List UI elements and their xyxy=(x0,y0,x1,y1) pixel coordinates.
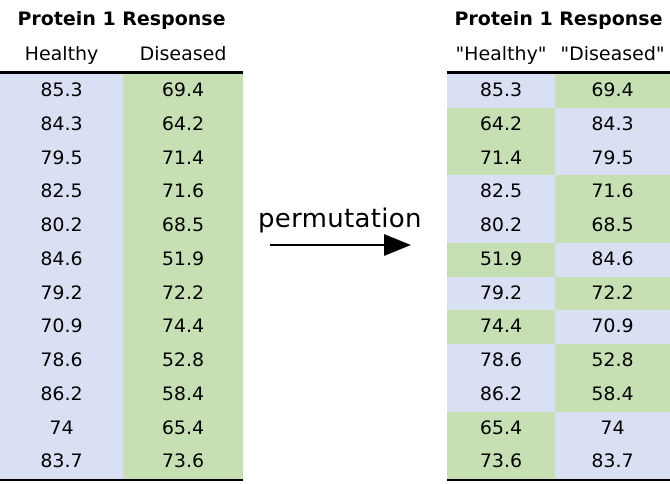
table-cell: 79.5 xyxy=(555,141,670,176)
table-row: 74.4 70.9 xyxy=(447,310,670,344)
table-cell: 51.9 xyxy=(123,242,243,277)
header-healthy-quoted: "Healthy" xyxy=(455,43,547,65)
table-cell: 84.3 xyxy=(0,107,123,142)
table-cell: 80.2 xyxy=(447,209,555,243)
table-cell: 84.6 xyxy=(0,242,123,277)
table-cell: 74 xyxy=(0,411,123,446)
table-row: 83.7 73.6 xyxy=(0,445,243,479)
table-row: 71.4 79.5 xyxy=(447,141,670,176)
table-cell: 73.6 xyxy=(123,445,243,479)
table-cell: 71.6 xyxy=(123,175,243,209)
table-row: 82.5 71.6 xyxy=(447,175,670,209)
table-cell: 74 xyxy=(555,411,670,446)
table-row: 80.2 68.5 xyxy=(0,209,243,243)
table-cell: 82.5 xyxy=(447,175,555,209)
table-row: 51.9 84.6 xyxy=(447,242,670,277)
bottom-rule xyxy=(0,479,243,481)
table-cell: 52.8 xyxy=(555,344,670,378)
header-rule xyxy=(447,71,670,74)
table-cell: 72.2 xyxy=(555,276,670,311)
table-cell: 64.2 xyxy=(123,107,243,142)
table-cell: 65.4 xyxy=(447,411,555,446)
header-rule xyxy=(0,71,243,74)
original-table-header: Healthy Diseased xyxy=(0,38,243,71)
table-row: 86.2 58.4 xyxy=(0,377,243,412)
table-cell: 83.7 xyxy=(0,445,123,479)
permuted-table-body: 85.3 69.4 64.2 84.3 71.4 79.5 82.5 71.6 80.2 68.5… xyxy=(447,74,670,479)
table-row: 64.2 84.3 xyxy=(447,107,670,142)
table-cell: 79.5 xyxy=(0,141,123,176)
table-row: 82.5 71.6 xyxy=(0,175,243,209)
bottom-rule xyxy=(447,479,670,481)
header-diseased-quoted: "Diseased" xyxy=(560,43,665,65)
table-cell: 82.5 xyxy=(0,175,123,209)
table-cell: 83.7 xyxy=(555,445,670,479)
table-cell: 70.9 xyxy=(0,310,123,344)
table-cell: 74.4 xyxy=(447,310,555,344)
table-cell: 71.4 xyxy=(447,141,555,176)
table-cell: 79.2 xyxy=(447,276,555,311)
permuted-table-header: "Healthy" "Diseased" xyxy=(447,38,670,71)
table-cell: 73.6 xyxy=(447,445,555,479)
table-row: 73.6 83.7 xyxy=(447,445,670,479)
table-cell: 65.4 xyxy=(123,411,243,446)
table-row: 65.4 74 xyxy=(447,411,670,446)
table-cell: 78.6 xyxy=(0,344,123,378)
table-cell: 71.6 xyxy=(555,175,670,209)
original-table-title: Protein 1 Response xyxy=(17,8,226,30)
table-cell: 84.3 xyxy=(555,107,670,142)
table-cell: 69.4 xyxy=(555,74,670,108)
header-healthy: Healthy xyxy=(24,43,99,65)
table-cell: 78.6 xyxy=(447,344,555,378)
table-cell: 86.2 xyxy=(447,377,555,412)
table-cell: 71.4 xyxy=(123,141,243,176)
table-row: 70.9 74.4 xyxy=(0,310,243,344)
header-diseased: Diseased xyxy=(139,43,227,65)
table-cell: 58.4 xyxy=(123,377,243,412)
table-row: 80.2 68.5 xyxy=(447,209,670,243)
table-cell: 69.4 xyxy=(123,74,243,108)
table-row: 85.3 69.4 xyxy=(447,74,670,108)
table-cell: 68.5 xyxy=(123,209,243,243)
table-cell: 86.2 xyxy=(0,377,123,412)
table-row: 79.5 71.4 xyxy=(0,141,243,176)
table-row: 74 65.4 xyxy=(0,411,243,446)
table-row: 78.6 52.8 xyxy=(447,344,670,378)
table-cell: 68.5 xyxy=(555,209,670,243)
table-cell: 70.9 xyxy=(555,310,670,344)
table-cell: 74.4 xyxy=(123,310,243,344)
table-row: 86.2 58.4 xyxy=(447,377,670,412)
table-row: 84.6 51.9 xyxy=(0,242,243,277)
table-cell: 79.2 xyxy=(0,276,123,311)
permutation-label: permutation xyxy=(258,204,422,234)
table-cell: 84.6 xyxy=(555,242,670,277)
permuted-table-title: Protein 1 Response xyxy=(454,8,663,30)
table-row: 79.2 72.2 xyxy=(447,276,670,311)
table-row: 78.6 52.8 xyxy=(0,344,243,378)
table-row: 84.3 64.2 xyxy=(0,107,243,142)
table-cell: 51.9 xyxy=(447,242,555,277)
table-cell: 72.2 xyxy=(123,276,243,311)
table-row: 85.3 69.4 xyxy=(0,74,243,108)
table-cell: 64.2 xyxy=(447,107,555,142)
table-row: 79.2 72.2 xyxy=(0,276,243,311)
original-table-body: 85.3 69.4 84.3 64.2 79.5 71.4 82.5 71.6 80.2 68.5… xyxy=(0,74,243,479)
right-arrow-icon xyxy=(270,234,411,256)
table-cell: 85.3 xyxy=(447,74,555,108)
table-cell: 58.4 xyxy=(555,377,670,412)
table-cell: 85.3 xyxy=(0,74,123,108)
table-cell: 80.2 xyxy=(0,209,123,243)
table-cell: 52.8 xyxy=(123,344,243,378)
